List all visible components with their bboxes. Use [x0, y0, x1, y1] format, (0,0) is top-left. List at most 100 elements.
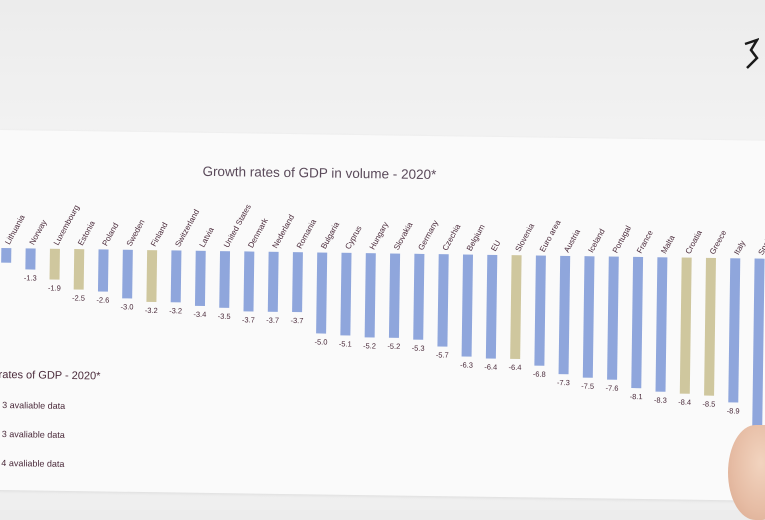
bar-czechia [437, 254, 449, 347]
category-label: Euro area [538, 218, 563, 254]
gdp-bar-chart: Growth rates of GDP in volume - 2020* Li… [0, 164, 765, 469]
value-label: -1.3 [24, 273, 37, 282]
bar-belgium [461, 254, 474, 357]
category-label: Bulgaria [319, 220, 341, 251]
bar-portugal [607, 256, 619, 380]
value-label: -5.0 [314, 337, 327, 346]
value-label: -6.3 [460, 361, 473, 370]
hand [728, 425, 765, 520]
category-label: Sweden [125, 218, 147, 248]
bar-denmark [243, 251, 255, 312]
bar-iceland [582, 256, 595, 378]
value-label: -3.7 [266, 316, 279, 325]
chart-title: Growth rates of GDP in volume - 2020* [202, 164, 437, 182]
category-label: France [635, 228, 655, 255]
category-label: Latvia [198, 225, 216, 249]
category-label: Slovakia [392, 220, 415, 251]
value-label: -3.7 [290, 316, 303, 325]
chart-paper: Growth rates of GDP in volume - 2020* Li… [0, 130, 765, 501]
bar-hungary [364, 253, 376, 338]
bar-croatia [679, 257, 692, 394]
value-label: -3.0 [121, 302, 134, 311]
bar-sweden [122, 249, 133, 299]
legend: rates of GDP - 2020* 3 avaliable data 3 a… [0, 369, 101, 469]
category-label: Denmark [246, 216, 270, 250]
value-label: -8.1 [630, 392, 643, 401]
bar-estonia [73, 249, 85, 290]
bar-cyprus [340, 252, 352, 336]
value-label: -3.7 [242, 315, 255, 324]
category-label: Czechia [441, 222, 463, 252]
category-label: Romania [295, 217, 319, 250]
category-label: Austria [562, 227, 582, 254]
category-label: Estonia [76, 219, 97, 247]
bar-spain [752, 258, 765, 437]
category-label: Poland [100, 221, 120, 247]
legend-item-label: 4 avaliable data [1, 458, 64, 469]
value-label: -6.4 [509, 363, 522, 372]
category-label: Switzerland [173, 208, 201, 249]
bar-slovenia [510, 255, 522, 359]
value-label: -5.2 [387, 342, 400, 351]
category-label: Finland [149, 221, 170, 248]
category-label: Spain [756, 234, 765, 256]
category-label: Iceland [586, 227, 606, 254]
category-label: Belgium [465, 223, 487, 253]
value-label: -5.2 [363, 341, 376, 350]
legend-item-label: 3 avaliable data [2, 429, 65, 440]
value-label: -5.1 [339, 339, 352, 348]
value-label: -6.4 [484, 362, 497, 371]
value-label: -2.6 [96, 295, 109, 304]
value-label: -7.5 [581, 382, 594, 391]
bar-austria [558, 255, 571, 375]
bar-germany [413, 253, 425, 340]
bar-latvia [194, 250, 206, 306]
category-label: Portugal [611, 224, 633, 255]
value-label: -1.9 [48, 283, 61, 292]
bar-bulgaria [316, 252, 328, 334]
bar-finland [146, 250, 158, 303]
category-label: Hungary [368, 220, 390, 251]
corner-logo-icon [744, 38, 759, 69]
bar-eu [485, 254, 498, 359]
category-label: Slovenia [514, 222, 537, 254]
bar-luxembourg [49, 248, 60, 280]
value-label: -5.7 [436, 350, 449, 359]
category-label: Malta [659, 233, 677, 255]
bar-greece [704, 257, 716, 396]
category-label: Germany [416, 219, 440, 252]
value-label: -5.3 [412, 344, 425, 353]
bar-slovakia [388, 253, 401, 338]
bar-united-states [219, 251, 231, 308]
legend-title: rates of GDP - 2020* [0, 369, 101, 382]
bar-norway [25, 248, 36, 270]
category-label: Nederland [271, 213, 297, 250]
category-label: EU [489, 239, 502, 253]
bar-lithuania [1, 248, 12, 263]
category-label: Greece [708, 228, 729, 256]
value-label: -3.2 [169, 306, 182, 315]
bar-italy [728, 258, 741, 403]
value-label: -6.8 [533, 370, 546, 379]
value-label: -7.6 [605, 384, 618, 393]
value-label: -3.5 [218, 312, 231, 321]
bar-poland [97, 249, 109, 292]
value-label: -8.3 [654, 396, 667, 405]
bar-nederland [267, 251, 279, 312]
bar-euro-area [534, 255, 546, 366]
bar-romania [292, 252, 303, 313]
legend-item-label: 3 avaliable data [2, 400, 65, 411]
bar-switzerland [170, 250, 182, 303]
category-label: Norway [28, 218, 49, 246]
value-label: -7.3 [557, 378, 570, 387]
category-label: Italy [732, 239, 747, 256]
value-label: -8.5 [702, 400, 715, 409]
bar-malta [655, 257, 668, 392]
category-label: Cyprus [343, 224, 363, 251]
value-label: -8.9 [727, 406, 740, 415]
bar-france [631, 256, 644, 389]
value-label: -3.4 [193, 310, 206, 319]
value-label: -3.2 [145, 306, 158, 315]
value-label: -8.4 [678, 398, 691, 407]
bars-group: Lithuania Norway-1.3Luxembourg-1.9Estonia… [1, 203, 765, 437]
